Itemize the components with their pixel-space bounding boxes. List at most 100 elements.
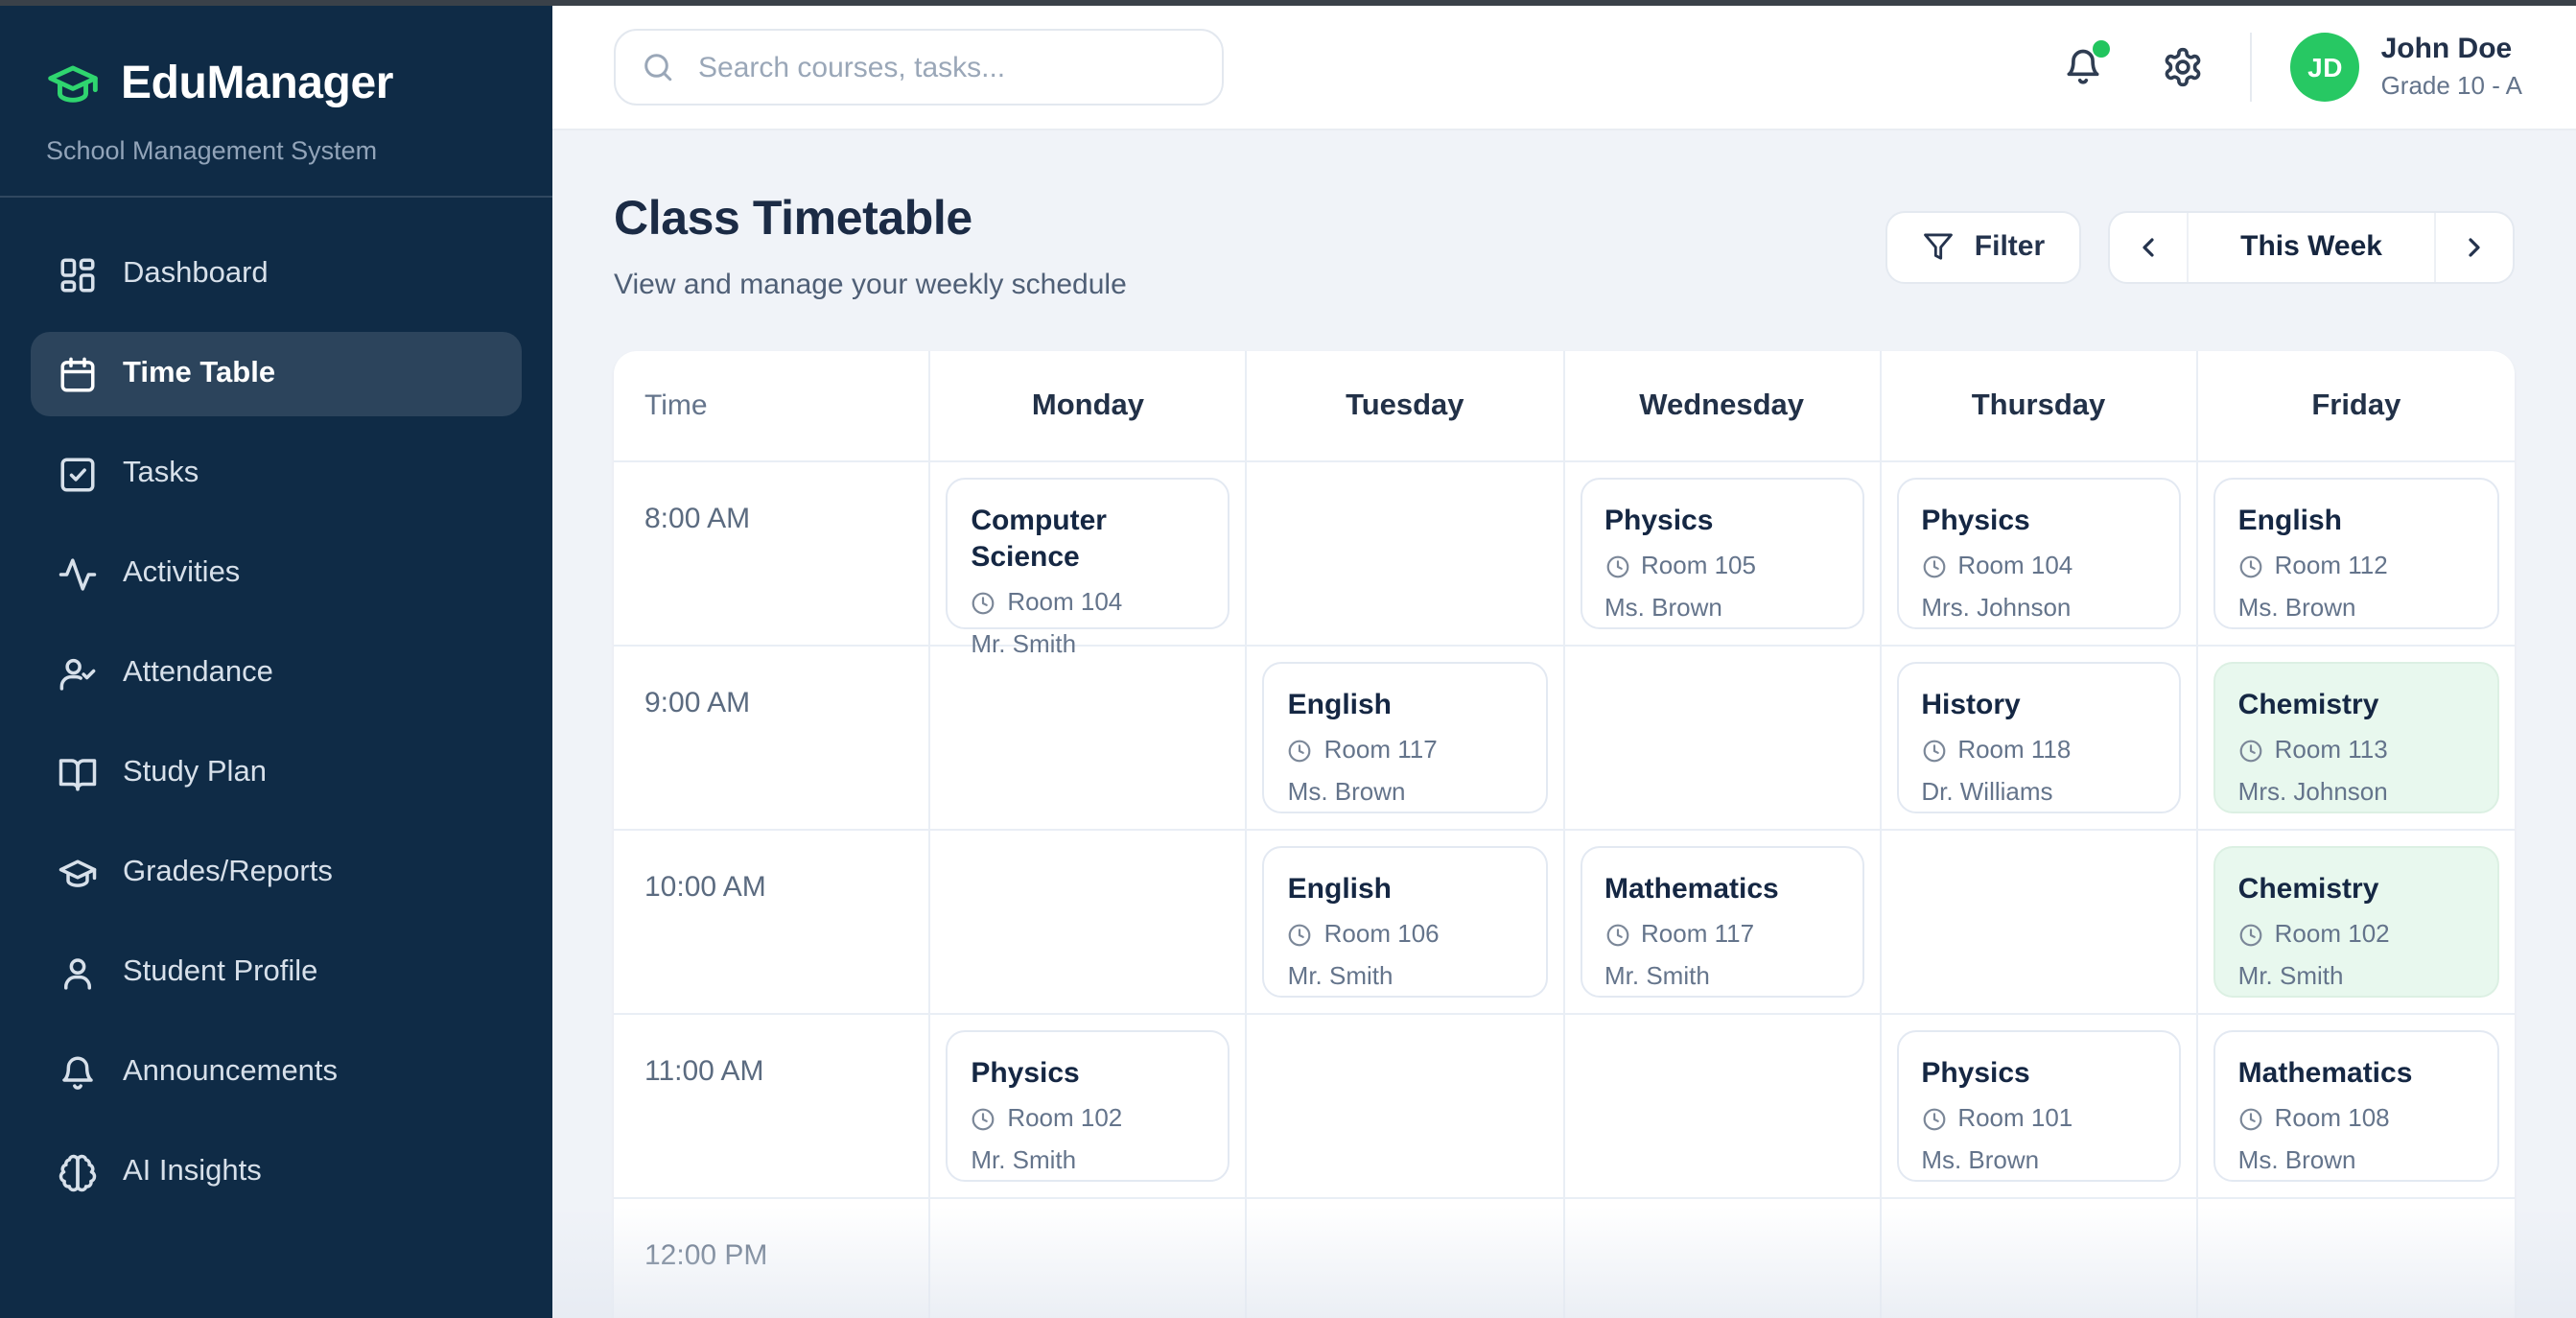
clock-icon — [2238, 1106, 2263, 1131]
timetable-cell: English Room 106 Mr. Smith — [1247, 831, 1564, 1015]
sidebar-item-dashboard[interactable]: Dashboard — [31, 232, 522, 317]
gear-icon — [2166, 47, 2201, 87]
course-title: Physics — [1921, 1057, 2030, 1090]
filter-icon — [1924, 233, 1954, 260]
timetable-cell — [1564, 1199, 1882, 1318]
course-card[interactable]: Physics Room 102 Mr. Smith — [946, 1030, 1230, 1182]
sidebar-item-ai-insights[interactable]: AI Insights — [31, 1130, 522, 1214]
course-teacher: Ms. Brown — [1921, 1145, 2040, 1174]
activity-icon — [58, 553, 98, 594]
sidebar-item-label: Activities — [123, 556, 241, 589]
course-room-row: Room 113 — [2238, 735, 2474, 765]
sidebar-item-time-table[interactable]: Time Table — [31, 332, 522, 416]
clock-icon — [1604, 922, 1629, 947]
window-top-strip — [0, 0, 2576, 6]
course-card[interactable]: Chemistry Room 113 Mrs. Johnson — [2213, 662, 2499, 813]
course-teacher: Mr. Smith — [1604, 961, 1710, 990]
timetable-cell: Physics Room 102 Mr. Smith — [930, 1015, 1248, 1199]
course-title: Mathematics — [2237, 1057, 2413, 1090]
course-card[interactable]: Chemistry Room 102 Mr. Smith — [2213, 846, 2499, 998]
clock-icon — [971, 590, 995, 615]
timetable-grid: Time Monday Tuesday Wednesday Thursday Friday… — [614, 351, 2515, 1318]
course-title: Physics — [971, 1057, 1080, 1090]
brain-icon — [58, 1152, 98, 1192]
course-teacher: Ms. Brown — [2237, 1145, 2356, 1174]
graduation-cap-logo-icon — [46, 58, 100, 111]
week-selector: This Week — [2108, 210, 2515, 283]
course-card[interactable]: Physics Room 101 Ms. Brown — [1896, 1030, 2181, 1182]
page-subtitle: View and manage your weekly schedule — [614, 269, 1127, 301]
column-header-wednesday: Wednesday — [1564, 351, 1882, 462]
course-room-row: Room 108 — [2238, 1103, 2474, 1134]
clock-icon — [1288, 738, 1313, 763]
sidebar-item-label: Tasks — [123, 457, 199, 489]
course-card[interactable]: English Room 117 Ms. Brown — [1262, 662, 1547, 813]
user-menu[interactable]: JD John Doe Grade 10 - A — [2290, 33, 2522, 102]
bell-icon — [2068, 49, 2100, 84]
page-title: Class Timetable — [614, 192, 972, 246]
course-room: Room 104 — [1007, 587, 1123, 616]
check-square-icon — [58, 454, 98, 494]
sidebar-item-grades-reports[interactable]: Grades/Reports — [31, 831, 522, 915]
course-card[interactable]: English Room 106 Mr. Smith — [1262, 846, 1547, 998]
sidebar-item-tasks[interactable]: Tasks — [31, 432, 522, 516]
course-room: Room 106 — [1323, 919, 1440, 948]
previous-week-button[interactable] — [2110, 212, 2187, 281]
column-header-tuesday: Tuesday — [1247, 351, 1564, 462]
notifications-button[interactable] — [2063, 40, 2111, 88]
timetable-cell — [1247, 462, 1564, 647]
search-input[interactable] — [694, 49, 1197, 85]
course-title: Physics — [1604, 505, 1714, 537]
course-card[interactable]: Mathematics Room 108 Ms. Brown — [2213, 1030, 2499, 1182]
main-area: JD John Doe Grade 10 - A Class Timetable — [552, 6, 2576, 1318]
brand: EduManager School Management System — [0, 6, 552, 165]
course-room-row: Room 101 — [1921, 1103, 2155, 1134]
settings-button[interactable] — [2163, 46, 2205, 88]
timetable-cell: Physics Room 104 Mrs. Johnson — [1881, 462, 2198, 647]
chevron-left-icon — [2143, 237, 2154, 256]
course-title: English — [1287, 689, 1392, 721]
chevron-right-icon — [2469, 237, 2480, 256]
column-header-friday: Friday — [2197, 351, 2515, 462]
avatar: JD — [2290, 33, 2360, 102]
course-card[interactable]: Computer Science Room 104 Mr. Smith — [946, 478, 1230, 658]
next-week-button[interactable] — [2436, 212, 2513, 281]
course-card[interactable]: Mathematics Room 117 Mr. Smith — [1580, 846, 1864, 998]
sidebar-item-study-plan[interactable]: Study Plan — [31, 731, 522, 815]
course-room: Room 101 — [1957, 1103, 2073, 1132]
time-label: 9:00 AM — [614, 647, 931, 831]
course-room-row: Room 102 — [2238, 919, 2474, 950]
course-card[interactable]: Physics Room 105 Ms. Brown — [1580, 478, 1864, 629]
course-card[interactable]: English Room 112 Ms. Brown — [2213, 478, 2499, 629]
sidebar-item-label: Announcements — [123, 1055, 339, 1088]
timetable-cell: Computer Science Room 104 Mr. Smith — [930, 462, 1248, 658]
search-box[interactable] — [614, 29, 1224, 106]
clock-icon — [1604, 553, 1629, 578]
course-card[interactable]: Physics Room 104 Mrs. Johnson — [1896, 478, 2181, 629]
sidebar-item-label: Student Profile — [123, 955, 318, 988]
sidebar-item-attendance[interactable]: Attendance — [31, 631, 522, 716]
course-title: Chemistry — [2237, 873, 2379, 906]
course-teacher: Mrs. Johnson — [2237, 777, 2388, 806]
time-label: 8:00 AM — [614, 462, 931, 647]
course-card[interactable]: History Room 118 Dr. Williams — [1896, 662, 2181, 813]
user-check-icon — [58, 653, 98, 694]
column-header-time: Time — [614, 351, 931, 462]
course-room-row: Room 118 — [1921, 735, 2155, 765]
course-teacher: Mr. Smith — [2237, 961, 2344, 990]
bell-icon — [58, 1052, 98, 1093]
timetable-cell: English Room 117 Ms. Brown — [1247, 647, 1564, 831]
sidebar-item-activities[interactable]: Activities — [31, 531, 522, 616]
sidebar-nav: Dashboard Time Table Tasks Activities Attend… — [0, 198, 552, 1264]
course-room-row: Room 102 — [971, 1103, 1205, 1134]
course-title: Mathematics — [1604, 873, 1779, 906]
sidebar-item-announcements[interactable]: Announcements — [31, 1030, 522, 1115]
time-label: 12:00 PM — [614, 1199, 931, 1318]
filter-button[interactable]: Filter — [1885, 210, 2082, 283]
sidebar-item-student-profile[interactable]: Student Profile — [31, 930, 522, 1015]
timetable-cell: Mathematics Room 108 Ms. Brown — [2197, 1015, 2515, 1199]
user-icon — [58, 953, 98, 993]
timetable-cell — [930, 831, 1248, 1015]
course-teacher: Mr. Smith — [1287, 961, 1393, 990]
course-room: Room 117 — [1323, 735, 1438, 764]
